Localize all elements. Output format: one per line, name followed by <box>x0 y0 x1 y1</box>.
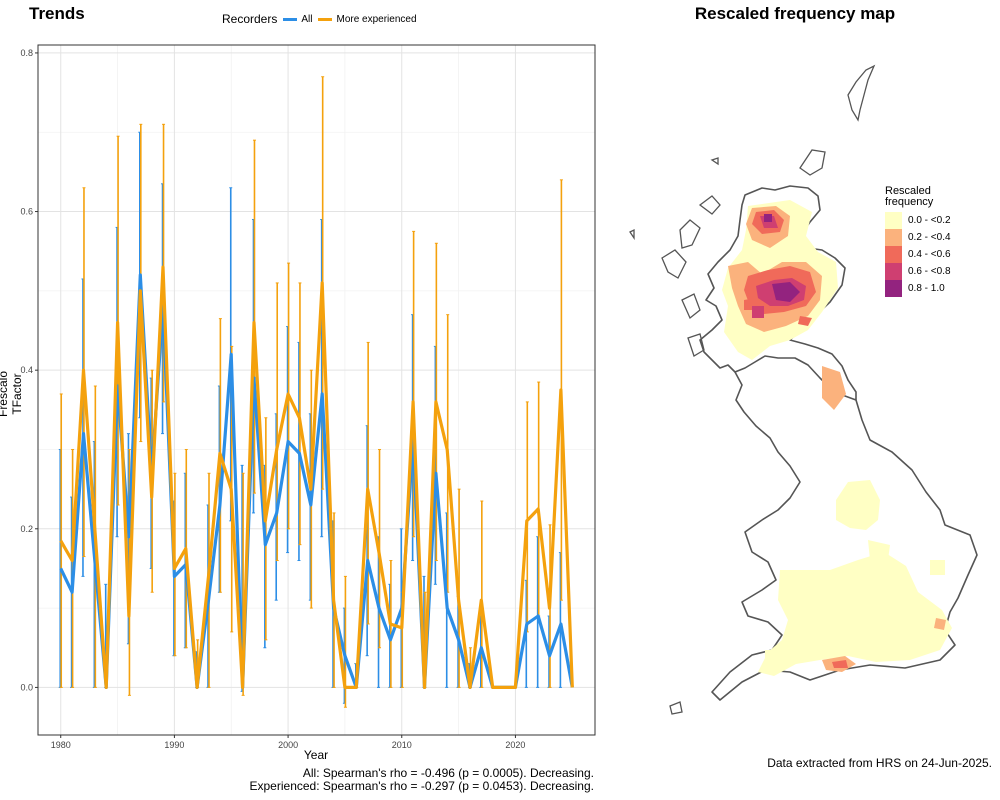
legend-label-all: All <box>301 13 313 25</box>
map-legend-item: 0.8 - 1.0 <box>885 280 965 297</box>
trends-title: Trends <box>29 4 85 23</box>
frequency-map <box>629 64 978 715</box>
map-legend-item: 0.0 - <0.2 <box>885 212 965 229</box>
x-tick-label: 1980 <box>51 740 71 750</box>
stats-line-experienced: Experienced: Spearman's rho = -0.297 (p … <box>249 779 595 793</box>
series-line-experienced <box>59 265 574 690</box>
map-legend-label: 0.8 - 1.0 <box>908 283 945 294</box>
x-tick-label: 2000 <box>278 740 298 750</box>
x-tick-label: 1990 <box>164 740 184 750</box>
map-legend-label: 0.6 - <0.8 <box>908 266 951 277</box>
x-tick-label: 2020 <box>505 740 525 750</box>
x-axis-label: Year <box>303 748 329 762</box>
plot-border <box>37 44 596 736</box>
statistics-text: All: Spearman's rho = -0.496 (p = 0.0005… <box>200 766 595 793</box>
stats-line-all: All: Spearman's rho = -0.496 (p = 0.0005… <box>302 766 594 780</box>
map-legend-label: 0.4 - <0.6 <box>908 249 951 260</box>
map-title: Rescaled frequency map <box>694 4 896 23</box>
series-lines <box>59 265 574 690</box>
map-legend-item: 0.2 - <0.4 <box>885 229 965 246</box>
legend-title: Recorders <box>222 12 278 26</box>
cells-high-south <box>832 660 848 668</box>
map-legend-swatch <box>885 212 902 229</box>
x-tick-label: 2010 <box>392 740 412 750</box>
cells-low-england-mid <box>836 480 880 530</box>
chart-legend: Recorders All More experienced <box>222 12 417 26</box>
y-tick-label: 0.2 <box>20 524 33 534</box>
y-tick-label: 0.6 <box>20 207 33 217</box>
legend-key-experienced <box>318 17 333 21</box>
map-legend-label: 0.0 - <0.2 <box>908 215 951 226</box>
legend-label-experienced: More experienced <box>336 13 417 25</box>
y-tick-label: 0.0 <box>20 682 33 692</box>
map-legend: Rescaled frequency 0.0 - <0.2 0.2 - <0.4… <box>885 186 965 297</box>
legend-key-all <box>283 17 298 21</box>
trend-chart: 0.0 0.2 0.4 0.6 0.8 1980 1990 2000 2010 2020 <box>20 44 596 750</box>
map-legend-swatch <box>885 246 902 263</box>
cells-low-england-south <box>758 552 952 676</box>
map-legend-title: Rescaled frequency <box>885 185 934 208</box>
map-legend-item: 0.6 - <0.8 <box>885 263 965 280</box>
england-wales-outline <box>711 371 978 701</box>
y-tick-label: 0.8 <box>20 48 33 58</box>
y-tick-label: 0.4 <box>20 365 33 375</box>
frequency-cells <box>722 200 952 676</box>
map-legend-item: 0.4 - <0.6 <box>885 246 965 263</box>
map-legend-swatch <box>885 229 902 246</box>
axis-ticks: 0.0 0.2 0.4 0.6 0.8 1980 1990 2000 2010 2020 <box>20 48 525 750</box>
cells-max <box>764 214 800 302</box>
map-legend-label: 0.2 - <0.4 <box>908 232 951 243</box>
map-legend-swatch <box>885 263 902 280</box>
data-extract-note: Data extracted from HRS on 24-Jun-2025. <box>767 756 992 770</box>
islands-outline <box>629 64 876 715</box>
map-legend-swatch <box>885 280 902 297</box>
